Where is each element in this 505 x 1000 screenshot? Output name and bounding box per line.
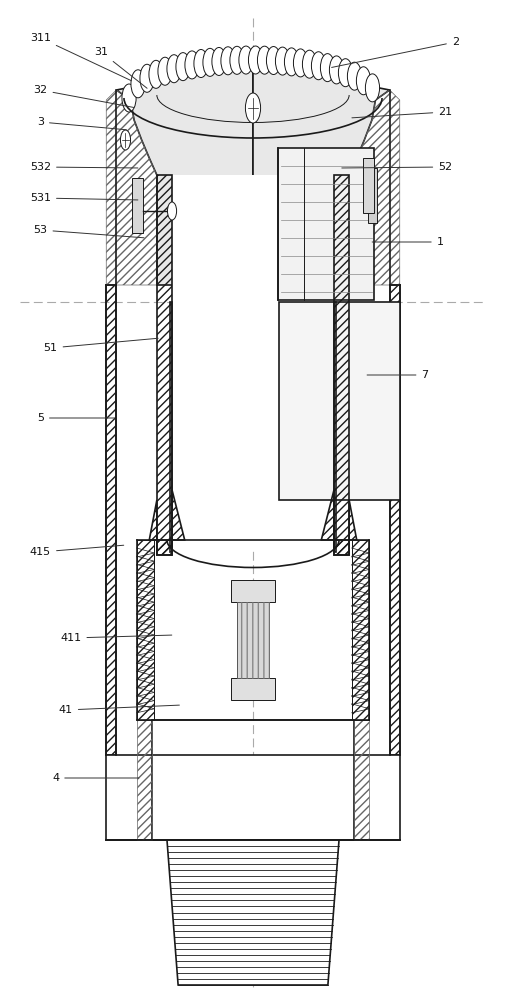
Text: 411: 411 xyxy=(60,633,172,643)
Polygon shape xyxy=(116,63,253,285)
Text: 3: 3 xyxy=(37,117,126,130)
Circle shape xyxy=(203,48,217,76)
FancyBboxPatch shape xyxy=(106,755,399,840)
Polygon shape xyxy=(167,840,338,985)
Circle shape xyxy=(229,46,243,74)
Circle shape xyxy=(122,84,136,112)
Circle shape xyxy=(245,93,260,123)
Circle shape xyxy=(148,60,163,88)
Circle shape xyxy=(347,62,361,90)
Circle shape xyxy=(212,47,226,75)
Text: 311: 311 xyxy=(30,33,131,81)
Text: 4: 4 xyxy=(52,773,139,783)
Circle shape xyxy=(275,47,289,75)
Circle shape xyxy=(221,47,235,75)
Circle shape xyxy=(365,74,379,102)
Text: 415: 415 xyxy=(30,545,124,557)
Text: 1: 1 xyxy=(371,237,443,247)
FancyBboxPatch shape xyxy=(279,302,399,500)
Circle shape xyxy=(311,52,325,80)
Circle shape xyxy=(266,47,280,75)
Text: 5: 5 xyxy=(37,413,115,423)
Circle shape xyxy=(338,59,352,87)
Text: 32: 32 xyxy=(33,85,134,107)
Circle shape xyxy=(131,70,145,98)
Polygon shape xyxy=(252,63,389,285)
FancyBboxPatch shape xyxy=(231,580,274,602)
FancyBboxPatch shape xyxy=(131,178,142,233)
Circle shape xyxy=(302,50,316,78)
Circle shape xyxy=(184,51,198,79)
Circle shape xyxy=(248,46,262,74)
Circle shape xyxy=(284,48,298,76)
FancyBboxPatch shape xyxy=(236,602,269,678)
Text: 31: 31 xyxy=(94,47,147,88)
Circle shape xyxy=(329,56,343,84)
Circle shape xyxy=(293,49,307,77)
Text: 53: 53 xyxy=(33,225,144,238)
Text: 7: 7 xyxy=(366,370,428,380)
Circle shape xyxy=(356,67,370,95)
FancyBboxPatch shape xyxy=(278,148,374,300)
Circle shape xyxy=(158,57,172,85)
Circle shape xyxy=(193,50,208,78)
Circle shape xyxy=(176,53,190,81)
Text: 531: 531 xyxy=(30,193,138,203)
Circle shape xyxy=(120,130,130,150)
FancyBboxPatch shape xyxy=(368,168,377,223)
Text: 51: 51 xyxy=(43,338,158,353)
FancyBboxPatch shape xyxy=(231,678,274,700)
Text: 2: 2 xyxy=(331,37,458,67)
Text: 532: 532 xyxy=(30,162,138,172)
Text: 52: 52 xyxy=(341,162,451,172)
FancyBboxPatch shape xyxy=(172,175,333,550)
Circle shape xyxy=(320,54,334,82)
Circle shape xyxy=(257,46,271,74)
Circle shape xyxy=(238,46,252,74)
Circle shape xyxy=(167,202,176,220)
Circle shape xyxy=(140,64,154,92)
Text: 21: 21 xyxy=(351,107,451,118)
FancyBboxPatch shape xyxy=(363,158,374,213)
Circle shape xyxy=(167,55,181,83)
Text: 41: 41 xyxy=(59,705,179,715)
